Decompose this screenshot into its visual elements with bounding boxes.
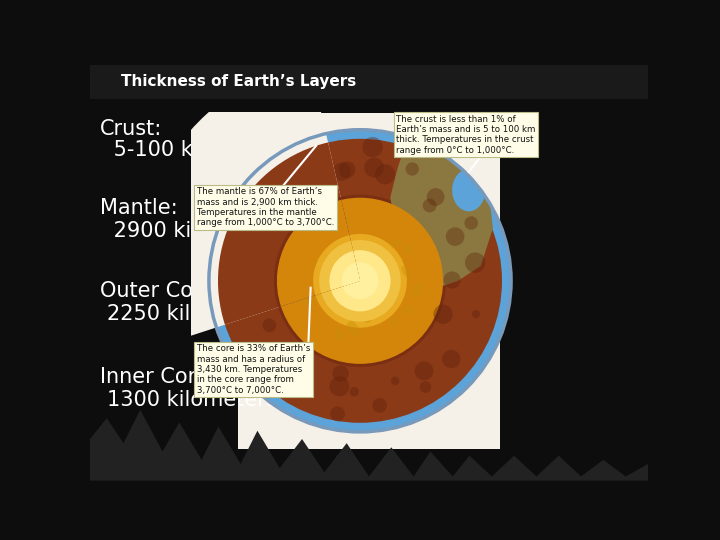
Text: Crust:: Crust: <box>100 119 162 139</box>
Text: Inner Core:: Inner Core: <box>100 367 216 387</box>
Circle shape <box>362 137 383 157</box>
Circle shape <box>423 199 436 212</box>
Circle shape <box>333 365 349 382</box>
Circle shape <box>350 387 359 396</box>
Circle shape <box>218 139 502 423</box>
Circle shape <box>415 361 433 380</box>
Polygon shape <box>90 410 648 481</box>
Circle shape <box>375 164 395 184</box>
Circle shape <box>209 130 511 432</box>
Circle shape <box>442 350 461 368</box>
Bar <box>238 113 500 449</box>
Circle shape <box>391 376 400 385</box>
Circle shape <box>263 319 276 332</box>
Circle shape <box>313 234 407 328</box>
Text: Mantle:: Mantle: <box>100 198 178 218</box>
Circle shape <box>427 188 444 206</box>
Circle shape <box>364 158 384 178</box>
Wedge shape <box>313 235 360 295</box>
Ellipse shape <box>345 217 351 228</box>
Wedge shape <box>277 200 360 307</box>
Circle shape <box>433 305 453 324</box>
Text: The crust is less than 1% of
Earth’s mass and is 5 to 100 km
thick. Temperatures: The crust is less than 1% of Earth’s mas… <box>396 114 536 155</box>
Text: Outer Core:: Outer Core: <box>100 281 221 301</box>
Wedge shape <box>330 251 360 291</box>
Polygon shape <box>390 142 493 288</box>
Wedge shape <box>274 197 360 307</box>
Text: 2250 kilometers: 2250 kilometers <box>107 304 276 325</box>
Text: 5-100 kilometers: 5-100 kilometers <box>107 140 291 160</box>
Ellipse shape <box>366 242 372 255</box>
Ellipse shape <box>330 267 341 278</box>
Circle shape <box>465 252 485 273</box>
Circle shape <box>464 216 478 229</box>
Wedge shape <box>319 241 360 293</box>
Circle shape <box>405 163 419 176</box>
Circle shape <box>277 198 443 364</box>
Ellipse shape <box>412 281 423 298</box>
Circle shape <box>330 407 345 421</box>
Ellipse shape <box>335 327 344 341</box>
Text: Thickness of Earth’s Layers: Thickness of Earth’s Layers <box>121 75 356 89</box>
Ellipse shape <box>380 267 388 273</box>
Text: 2900 kilometers: 2900 kilometers <box>107 221 283 241</box>
Circle shape <box>274 195 446 367</box>
Ellipse shape <box>363 315 372 323</box>
Circle shape <box>444 272 461 288</box>
Circle shape <box>338 161 356 178</box>
Circle shape <box>319 240 401 322</box>
Circle shape <box>330 376 349 396</box>
Text: The mantle is 67% of Earth’s
mass and is 2,900 km thick.
Temperatures in the man: The mantle is 67% of Earth’s mass and is… <box>197 187 334 227</box>
Text: The core is 33% of Earth’s
mass and has a radius of
3,430 km. Temperatures
in th: The core is 33% of Earth’s mass and has … <box>197 345 310 395</box>
Ellipse shape <box>298 295 307 304</box>
Text: 1300 kilometers: 1300 kilometers <box>107 389 276 409</box>
Ellipse shape <box>452 169 485 211</box>
Circle shape <box>472 310 480 318</box>
Ellipse shape <box>391 318 397 327</box>
Ellipse shape <box>401 266 410 278</box>
Ellipse shape <box>336 287 343 300</box>
Ellipse shape <box>317 250 324 259</box>
Wedge shape <box>218 143 360 325</box>
Ellipse shape <box>315 234 324 244</box>
Ellipse shape <box>403 305 413 314</box>
Ellipse shape <box>315 228 327 242</box>
Circle shape <box>446 227 464 246</box>
Ellipse shape <box>390 238 401 248</box>
Wedge shape <box>133 60 360 351</box>
Bar <box>90 65 648 99</box>
Circle shape <box>330 250 390 312</box>
Ellipse shape <box>347 321 359 336</box>
Circle shape <box>420 381 431 393</box>
Ellipse shape <box>381 294 386 303</box>
Circle shape <box>342 262 378 299</box>
Circle shape <box>372 398 387 413</box>
Wedge shape <box>342 263 360 287</box>
Circle shape <box>301 372 312 382</box>
Ellipse shape <box>402 245 413 254</box>
Ellipse shape <box>297 291 307 302</box>
Circle shape <box>333 163 351 181</box>
